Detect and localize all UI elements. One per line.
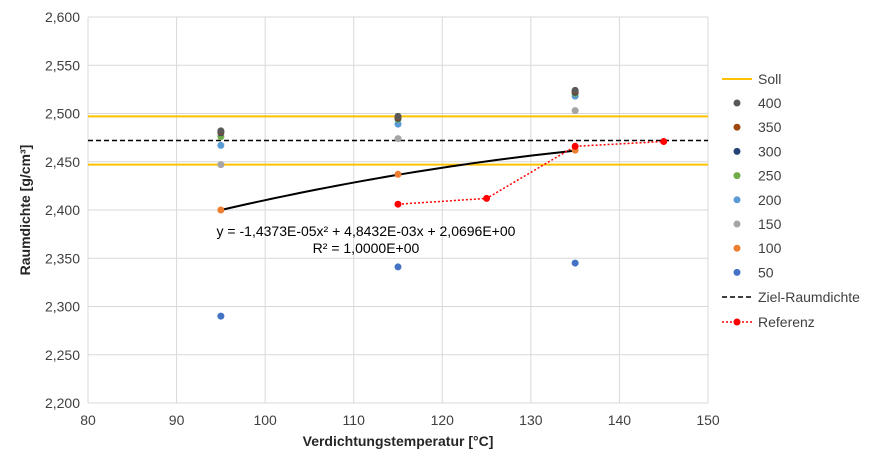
x-tick-label: 130 [519, 412, 543, 428]
legend-swatch-300 [733, 147, 741, 155]
x-axis-label: Verdichtungstemperatur [°C] [303, 433, 494, 449]
x-tick-label: 120 [431, 412, 455, 428]
x-tick-label: 140 [608, 412, 632, 428]
legend-swatch-350 [733, 123, 741, 131]
legend-swatch-400 [733, 99, 741, 107]
referenz-point [483, 194, 491, 202]
x-tick-label: 110 [343, 412, 366, 428]
y-tick-label: 2,550 [45, 57, 80, 73]
legend-swatch-200 [733, 196, 741, 204]
trendline-equation: y = -1,4373E-05x² + 4,8432E-03x + 2,0696… [217, 223, 516, 239]
y-tick-label: 2,450 [45, 154, 80, 170]
point-400 [571, 86, 579, 94]
legend-ziel: Ziel-Raumdichte [758, 289, 860, 305]
point-400 [394, 112, 402, 120]
y-tick-label: 2,600 [45, 9, 80, 25]
legend-swatch-150 [733, 220, 741, 228]
x-tick-label: 90 [169, 412, 185, 428]
x-tick-label: 100 [253, 412, 277, 428]
x-tick-label: 80 [80, 412, 96, 428]
legend-soll: Soll [758, 71, 781, 87]
referenz-point [394, 200, 402, 208]
legend-label-400: 400 [758, 95, 782, 111]
legend-label-150: 150 [758, 216, 782, 232]
point-400 [217, 127, 225, 135]
y-tick-label: 2,400 [45, 202, 80, 218]
point-50 [217, 312, 225, 320]
point-150 [394, 135, 402, 143]
point-200 [394, 120, 402, 128]
y-tick-label: 2,300 [45, 299, 80, 315]
legend-label-50: 50 [758, 264, 774, 280]
legend-referenz: Referenz [758, 314, 815, 330]
point-50 [394, 263, 402, 271]
point-100 [394, 170, 402, 178]
y-tick-label: 2,350 [45, 250, 80, 266]
point-50 [571, 259, 579, 267]
point-150 [217, 161, 225, 169]
y-tick-label: 2,250 [45, 347, 80, 363]
x-tick-label: 150 [696, 412, 720, 428]
trendline-r2: R² = 1,0000E+00 [313, 240, 420, 256]
legend-swatch-50 [733, 268, 741, 276]
point-200 [217, 141, 225, 149]
y-tick-label: 2,500 [45, 106, 80, 122]
referenz-line [397, 140, 664, 205]
legend-swatch-100 [733, 244, 741, 252]
legend-swatch-250 [733, 172, 741, 180]
y-tick-label: 2,200 [45, 395, 80, 411]
legend-label-250: 250 [758, 168, 782, 184]
referenz-point [660, 137, 668, 145]
point-150 [571, 107, 579, 115]
point-100 [217, 206, 225, 214]
legend-label-300: 300 [758, 143, 782, 159]
legend-label-350: 350 [758, 119, 782, 135]
y-axis-label: Raumdichte [g/cm³] [17, 145, 33, 276]
legend-referenz-marker [733, 318, 741, 326]
legend-label-100: 100 [758, 240, 782, 256]
legend-label-200: 200 [758, 192, 782, 208]
referenz-point [571, 142, 579, 150]
